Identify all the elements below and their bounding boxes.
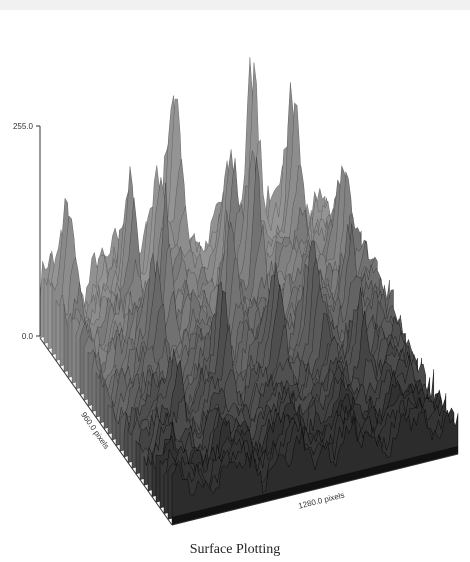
top-strip (0, 0, 470, 10)
figure-caption: Surface Plotting (189, 542, 281, 557)
x-axis-label: 1280.0 pixels (297, 491, 345, 511)
surface-mesh (39, 57, 459, 526)
surface-plot-canvas: 255.0 0.0 960.0 pixels 1280.0 pixels (13, 57, 459, 526)
z-axis-max-label: 255.0 (13, 122, 34, 131)
x-axis-line (171, 453, 459, 526)
surface-front-edge (172, 446, 458, 525)
y-axis-line (39, 337, 173, 526)
z-axis-min-label: 0.0 (22, 332, 34, 341)
surface-row (171, 409, 459, 526)
